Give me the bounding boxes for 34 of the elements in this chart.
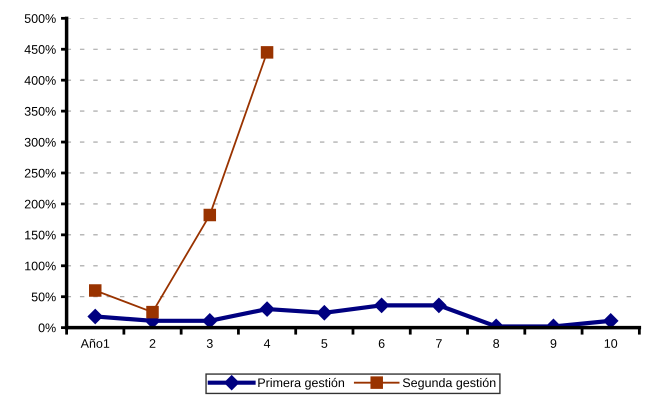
- x-tick-label: 9: [550, 339, 556, 348]
- y-tick-label: 500%: [24, 14, 56, 23]
- y-tick-label: 0%: [38, 323, 56, 332]
- x-tick-label: 5: [321, 339, 328, 348]
- point: [316, 305, 332, 320]
- x-tick-label: 6: [378, 339, 385, 348]
- y-tick-label: 300%: [24, 138, 56, 147]
- point: [260, 46, 274, 59]
- point: [146, 306, 159, 318]
- y-tick-label: 100%: [25, 262, 56, 270]
- y-tick-label: 200%: [24, 200, 56, 209]
- x-tick-label: 7: [436, 339, 442, 348]
- legend-label: Primera gestión: [258, 378, 344, 390]
- point: [88, 308, 103, 324]
- point: [204, 208, 216, 222]
- point: [259, 302, 275, 317]
- y-tick-label: 50%: [32, 292, 56, 302]
- x-tick-label: 2: [150, 339, 156, 348]
- y-tick-label: 350%: [24, 106, 56, 116]
- point: [603, 313, 618, 328]
- y-tick-label: 450%: [24, 45, 56, 54]
- legend-label: Segunda gestión: [402, 378, 496, 390]
- y-tick-label: 400%: [24, 76, 56, 85]
- point: [202, 313, 218, 328]
- x-tick-label: Año1: [80, 338, 110, 348]
- y-tick-label: 250%: [24, 168, 56, 178]
- y-tick-label: 150%: [25, 230, 56, 240]
- x-tick-label: 3: [206, 339, 213, 348]
- x-tick-label: 4: [264, 339, 270, 348]
- x-tick-label: 8: [493, 339, 500, 348]
- x-tick-label: 10: [604, 339, 618, 348]
- point: [374, 298, 390, 313]
- point: [88, 284, 102, 297]
- point: [431, 298, 446, 313]
